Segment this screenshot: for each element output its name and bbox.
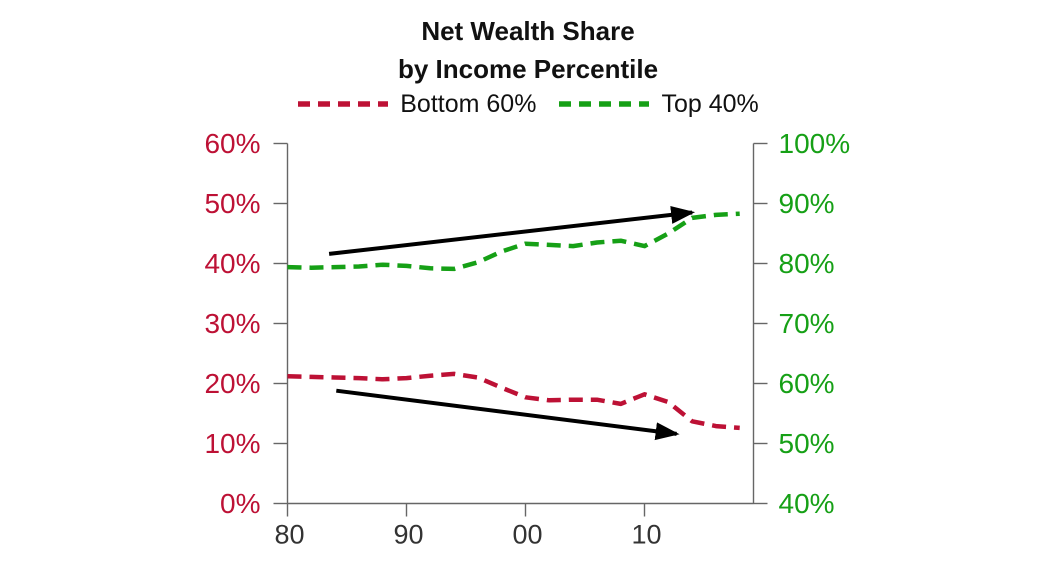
legend-dash-swatch-green xyxy=(559,101,650,107)
chart-title: Net Wealth Share by Income Percentile xyxy=(0,12,1056,88)
right-axis-tick-label: 40% xyxy=(779,488,835,519)
legend-label-top-40: Top 40% xyxy=(661,89,759,118)
x-axis-tick-label: 10 xyxy=(631,520,661,550)
chart-title-line2: by Income Percentile xyxy=(397,54,659,84)
x-axis-tick-label: 80 xyxy=(274,520,304,550)
left-axis-tick-label: 30% xyxy=(204,308,260,339)
x-axis-tick-label: 90 xyxy=(393,520,423,550)
right-axis-tick-label: 80% xyxy=(779,248,835,279)
right-axis-tick-label: 60% xyxy=(779,368,835,399)
top-trend-arrow xyxy=(328,205,696,256)
legend-dash-swatch-red xyxy=(298,101,389,107)
chart-legend: Bottom 60% Top 40% xyxy=(0,89,1056,119)
series-line-top-40 xyxy=(287,211,740,272)
left-axis-tick-label: 60% xyxy=(204,128,260,159)
left-axis-tick-label: 20% xyxy=(204,368,260,399)
x-axis-tick-label: 00 xyxy=(512,520,542,550)
right-axis-tick-label: 100% xyxy=(779,128,851,159)
left-axis-tick-label: 50% xyxy=(204,188,260,219)
right-axis-tick-label: 90% xyxy=(779,188,835,219)
legend-label-bottom-60: Bottom 60% xyxy=(400,89,537,118)
series-line-bottom-60 xyxy=(287,371,740,431)
left-axis-tick-label: 40% xyxy=(204,248,260,279)
legend-item-bottom-60: Bottom 60% xyxy=(297,90,536,119)
left-axis-tick-label: 10% xyxy=(204,428,260,459)
chart-title-line1: Net Wealth Share xyxy=(421,16,635,46)
bottom-trend-arrow xyxy=(336,388,680,441)
legend-item-top-40: Top 40% xyxy=(558,89,759,119)
right-axis-tick-label: 50% xyxy=(779,428,835,459)
right-axis-tick-label: 70% xyxy=(779,308,835,339)
left-axis-tick-label: 0% xyxy=(220,488,260,519)
